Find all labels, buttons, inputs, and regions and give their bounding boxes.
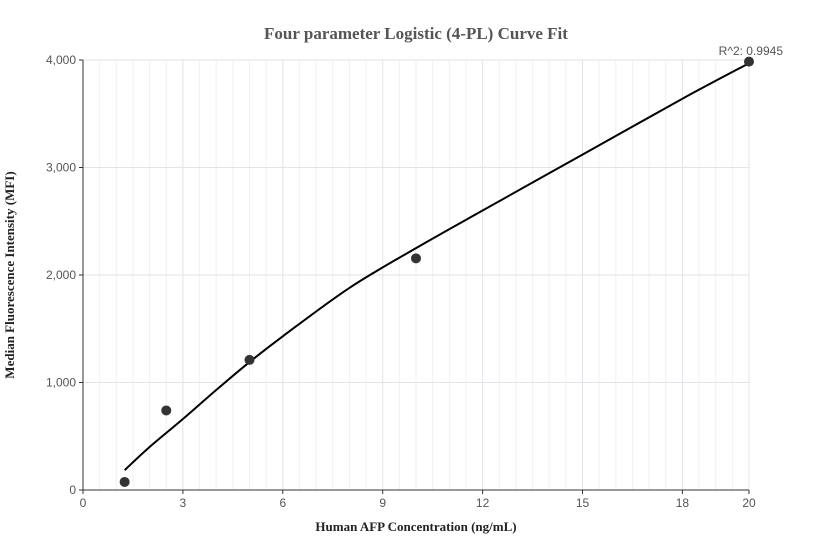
y-axis-title: Median Fluorescence Intensity (MFI)	[2, 171, 17, 378]
r-squared-annotation: R^2: 0.9945	[719, 44, 784, 58]
y-tick-label: 0	[69, 483, 76, 497]
x-axis-title: Human AFP Concentration (ng/mL)	[315, 519, 516, 534]
data-point	[119, 476, 130, 487]
y-tick-label: 1,000	[46, 376, 76, 390]
data-points	[119, 56, 754, 487]
y-tick-label: 2,000	[46, 268, 76, 282]
x-tick-label: 12	[476, 496, 490, 510]
grid-lines	[83, 59, 750, 490]
data-point	[411, 253, 421, 264]
fit-curve-line	[123, 62, 750, 471]
data-point	[161, 405, 172, 416]
x-tick-label: 20	[742, 496, 756, 510]
tick-labels: 0 3 6 9 12 15 18 20 0 1,000 2,000 3,000 4,000	[46, 53, 756, 510]
chart-title: Four parameter Logistic (4-PL) Curve Fit	[264, 24, 568, 43]
x-tick-label: 3	[180, 496, 187, 510]
y-tick-label: 4,000	[46, 53, 76, 67]
x-tick-label: 0	[80, 496, 87, 510]
data-point	[744, 56, 754, 67]
x-tick-label: 15	[576, 496, 590, 510]
data-point	[244, 354, 255, 365]
x-tick-label: 18	[676, 496, 690, 510]
x-tick-label: 9	[379, 496, 386, 510]
x-tick-label: 6	[279, 496, 286, 510]
y-tick-label: 3,000	[46, 161, 76, 175]
